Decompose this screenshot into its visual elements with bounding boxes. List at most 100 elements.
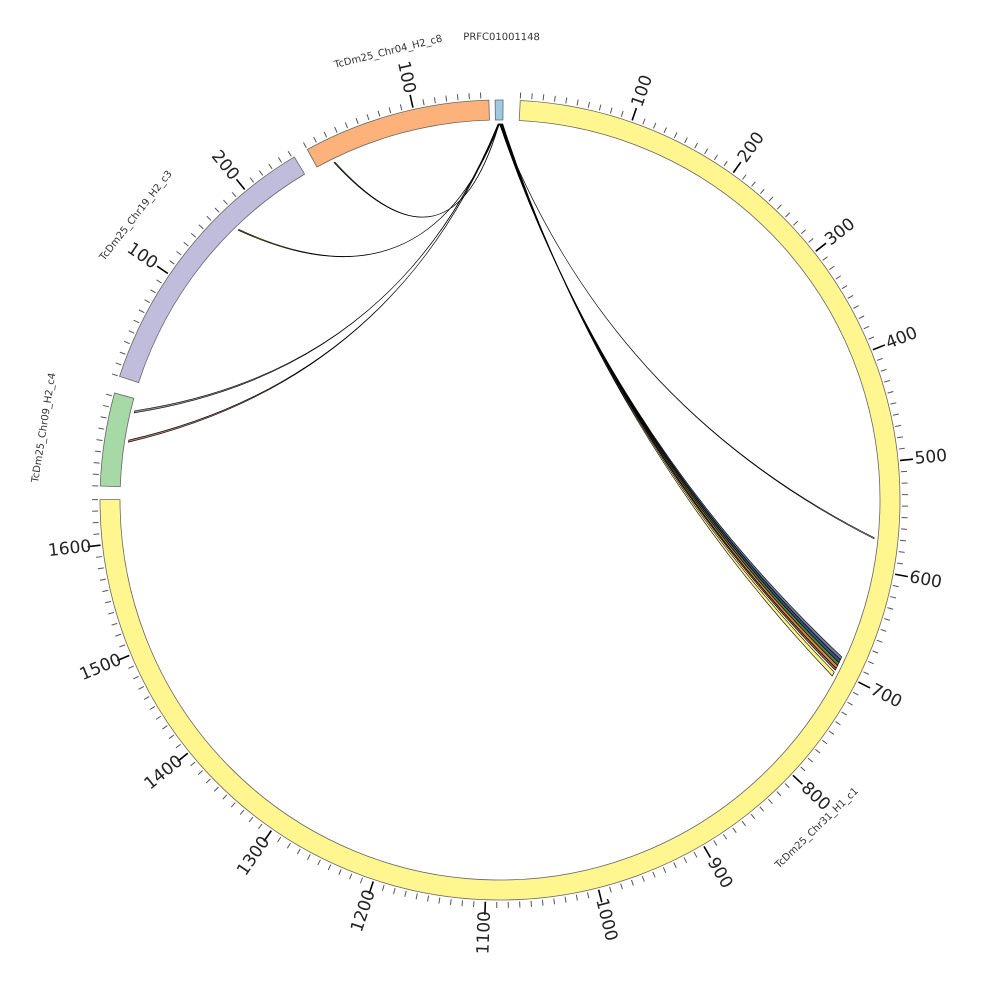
minor-tick: [345, 122, 347, 128]
chromosome-label-prfc: PRFC01001148: [463, 32, 540, 43]
minor-tick: [150, 706, 155, 709]
minor-tick: [890, 597, 896, 598]
minor-tick: [694, 852, 697, 857]
minor-tick: [859, 316, 864, 319]
minor-tick: [864, 326, 869, 329]
minor-tick: [685, 138, 688, 143]
minor-tick: [297, 849, 300, 854]
minor-tick: [752, 182, 756, 187]
minor-tick: [249, 817, 253, 822]
minor-tick: [848, 295, 853, 298]
link-ribbon[interactable]: [501, 124, 837, 668]
minor-tick: [542, 900, 543, 906]
minor-tick: [868, 337, 873, 339]
link-ribbon[interactable]: [499, 124, 874, 539]
link-ribbon[interactable]: [502, 124, 834, 676]
minor-tick: [829, 266, 834, 269]
minor-tick: [554, 898, 555, 904]
minor-tick: [367, 114, 369, 120]
minor-tick: [240, 810, 244, 815]
minor-tick: [108, 612, 114, 614]
major-tick: [733, 162, 741, 173]
minor-tick: [112, 374, 118, 376]
minor-tick: [705, 149, 708, 154]
minor-tick: [457, 94, 458, 100]
minor-tick: [674, 132, 677, 137]
minor-tick: [873, 651, 879, 653]
minor-tick: [134, 320, 139, 323]
minor-tick: [576, 895, 577, 901]
tick-label: 100: [123, 239, 161, 274]
minor-tick: [801, 230, 805, 234]
tick-label: 300: [821, 214, 859, 250]
minor-tick: [278, 157, 281, 162]
minor-tick: [769, 197, 773, 201]
minor-tick: [543, 94, 544, 100]
minor-tick: [868, 661, 873, 663]
major-tick: [895, 574, 908, 576]
minor-tick: [723, 834, 726, 839]
chromosome-label-chr09: TcDm25_Chr09_H2_c4: [30, 372, 58, 484]
minor-tick: [106, 394, 112, 396]
major-tick: [873, 345, 885, 350]
minor-tick: [450, 899, 451, 905]
minor-tick: [893, 414, 899, 415]
ideogram-prfc[interactable]: [495, 100, 503, 120]
minor-tick: [577, 100, 578, 106]
minor-tick: [120, 352, 126, 354]
minor-tick: [684, 857, 687, 862]
minor-tick: [423, 99, 424, 105]
minor-tick: [105, 601, 111, 603]
minor-tick: [621, 111, 623, 117]
minor-tick: [318, 860, 321, 865]
link-ribbon[interactable]: [502, 124, 836, 670]
minor-tick: [129, 331, 134, 333]
minor-tick: [863, 672, 868, 675]
minor-tick: [287, 843, 290, 848]
minor-tick: [207, 216, 211, 220]
ideogram-chr04[interactable]: [307, 100, 489, 167]
minor-tick: [232, 192, 236, 197]
link-ribbon[interactable]: [501, 124, 839, 666]
chromosome-label-chr04: TcDm25_Chr04_H2_c8: [332, 33, 443, 71]
minor-tick: [663, 867, 665, 872]
minor-tick: [768, 799, 772, 803]
minor-tick: [890, 403, 896, 404]
minor-tick: [842, 286, 847, 289]
minor-tick: [150, 290, 155, 293]
minor-tick: [350, 874, 352, 880]
minor-tick: [258, 824, 262, 829]
minor-tick: [777, 791, 781, 795]
minor-tick: [112, 623, 118, 625]
minor-tick: [184, 242, 189, 246]
minor-tick: [565, 897, 566, 903]
tick-label: 1100: [473, 911, 495, 955]
minor-tick: [259, 171, 263, 176]
major-tick: [157, 266, 168, 273]
minor-tick: [339, 869, 341, 875]
tick-label: 700: [867, 680, 905, 713]
minor-tick: [389, 107, 391, 113]
minor-tick: [176, 744, 181, 748]
minor-tick: [139, 686, 144, 689]
minor-tick: [888, 391, 894, 393]
minor-tick: [777, 205, 781, 209]
minor-tick: [231, 803, 235, 808]
minor-tick: [588, 102, 589, 108]
minor-tick: [884, 619, 890, 621]
minor-tick: [822, 740, 827, 744]
minor-tick: [169, 735, 174, 739]
minor-tick: [405, 891, 406, 897]
minor-tick: [793, 221, 797, 225]
minor-tick: [400, 104, 401, 110]
minor-tick: [128, 666, 133, 668]
minor-tick: [760, 807, 764, 812]
minor-tick: [653, 872, 655, 878]
minor-tick: [733, 828, 736, 833]
minor-tick: [881, 369, 887, 371]
minor-tick: [98, 428, 104, 429]
minor-tick: [162, 726, 167, 729]
link-ribbon[interactable]: [500, 124, 840, 663]
minor-tick: [101, 417, 107, 418]
major-tick: [793, 775, 802, 784]
